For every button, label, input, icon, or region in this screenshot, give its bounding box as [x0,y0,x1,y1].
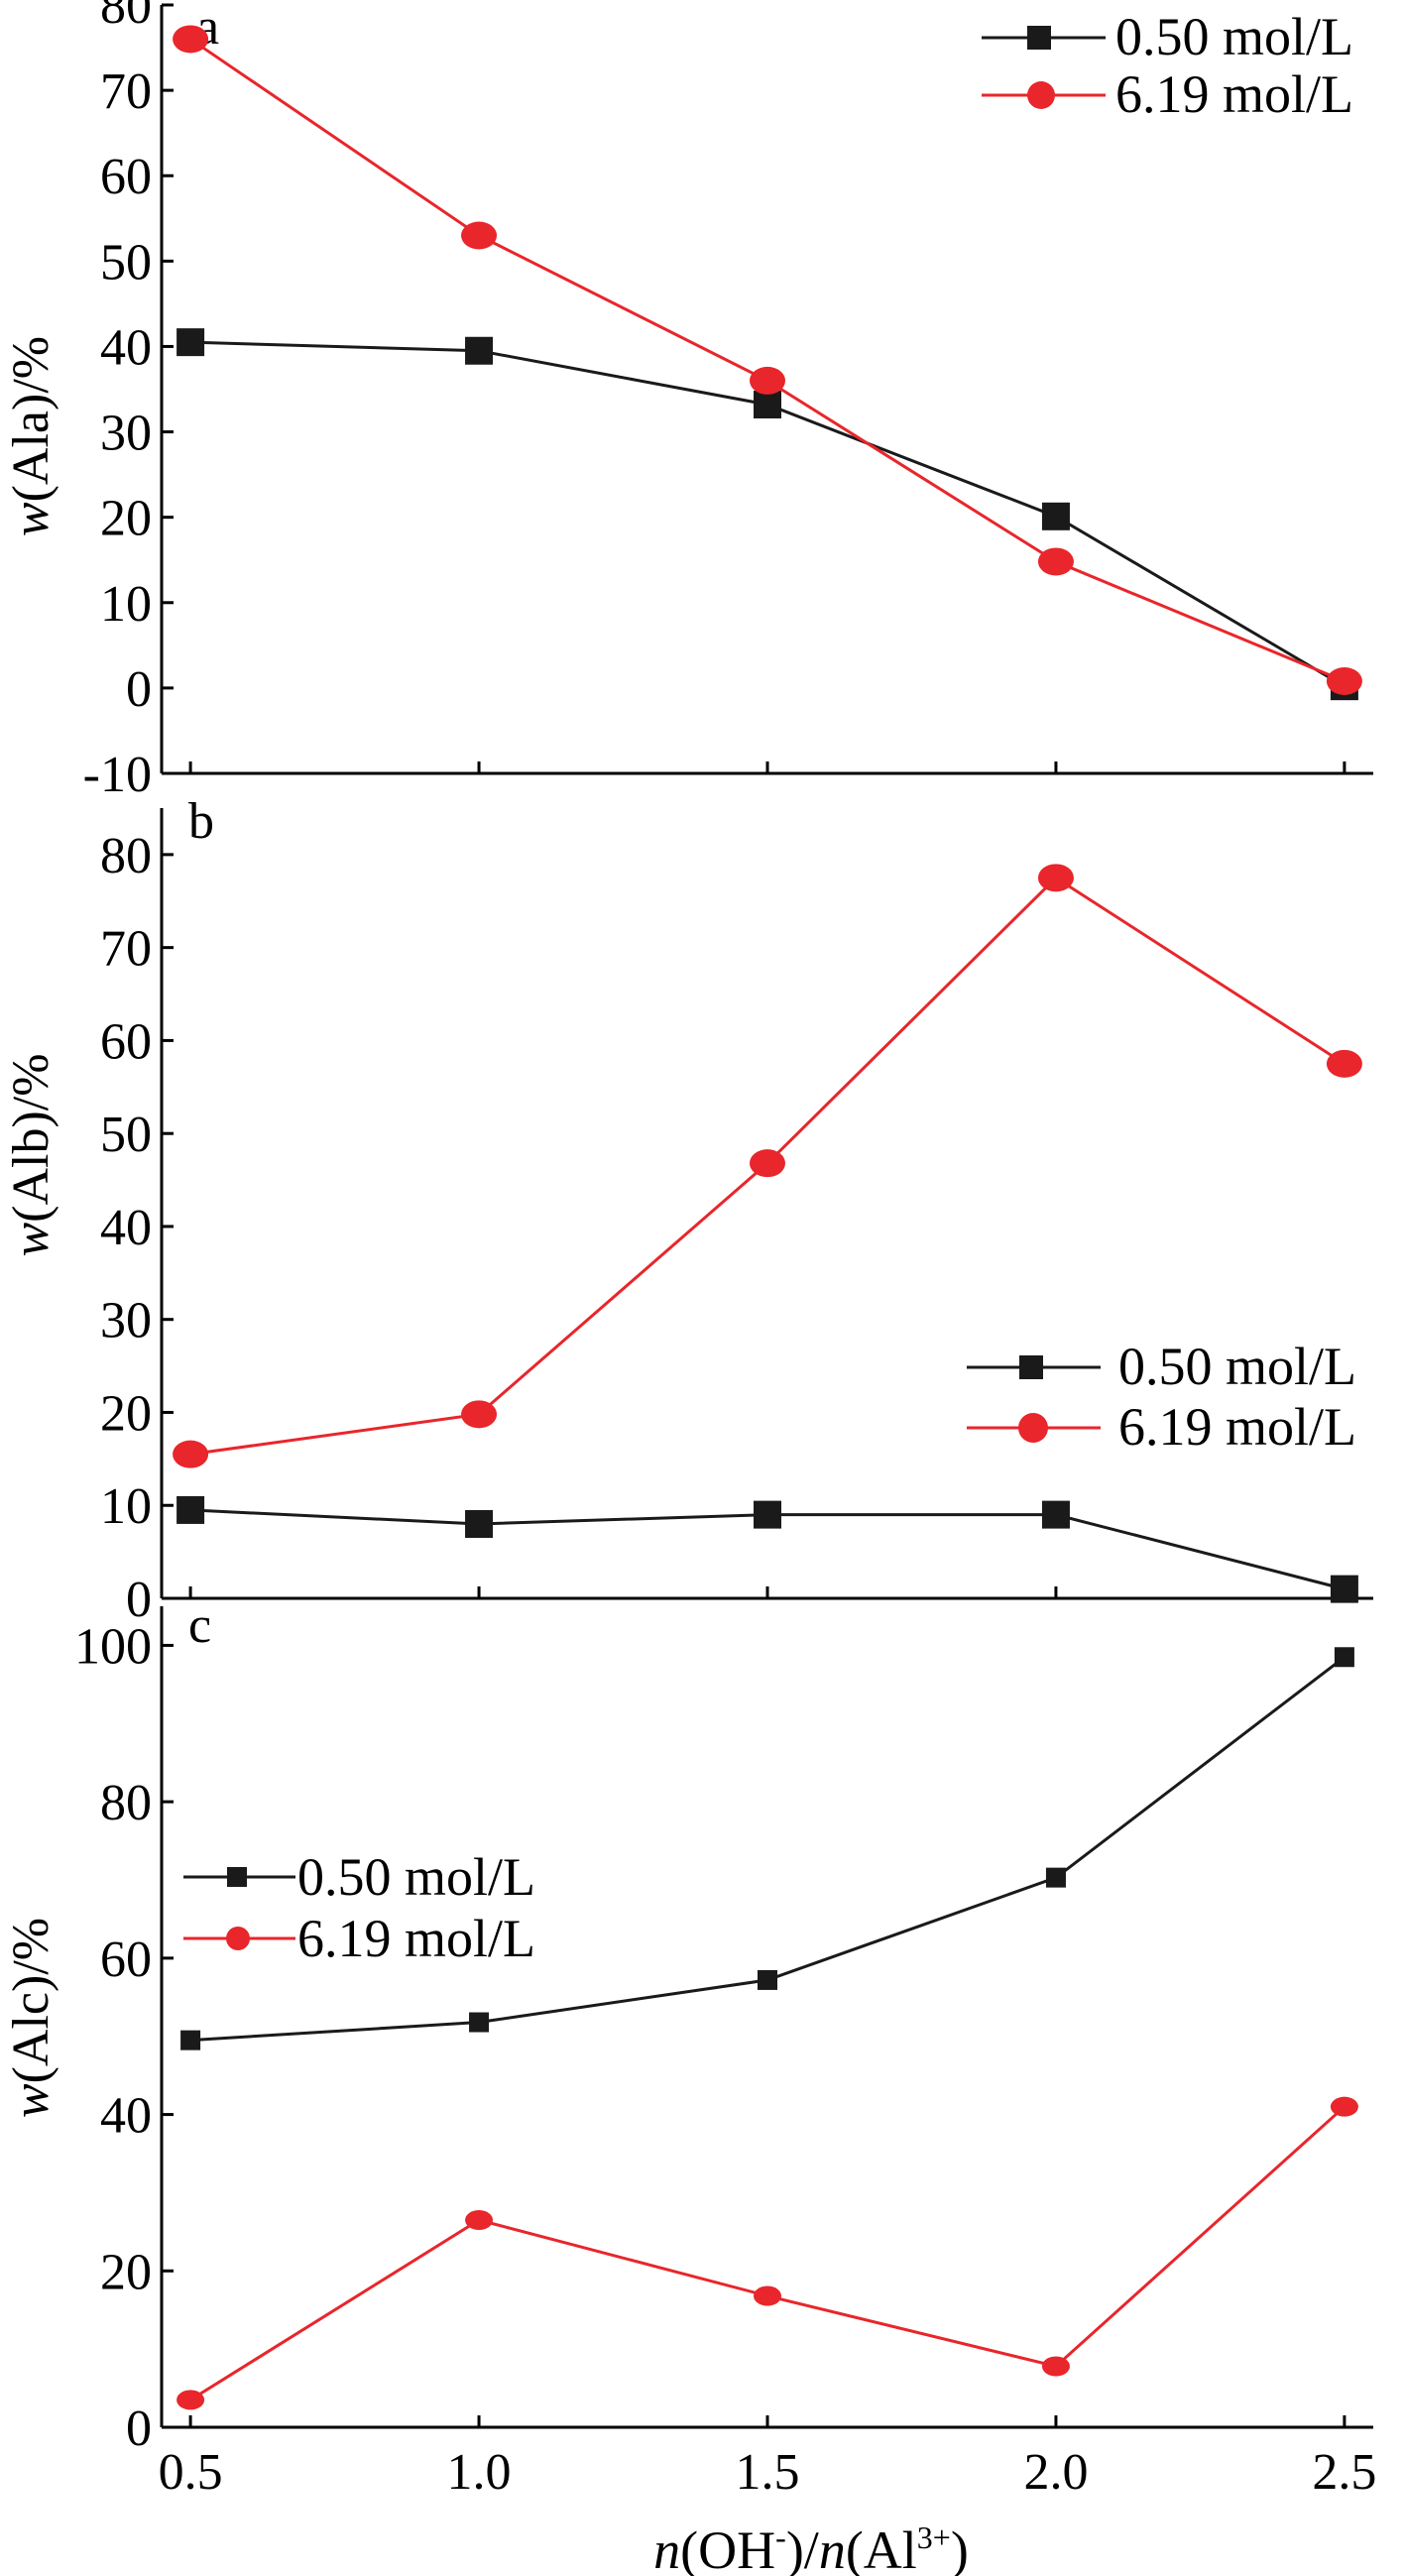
y-tick-label-c: 100 [74,1618,152,1675]
x-axis-label: n(OH-)/n(Al3+) [653,2519,969,2576]
data-point-b-0 [465,1509,494,1538]
panel-a: a w(Ala)/% 0.50 mol/L 6.19 mol/L -100102… [3,0,1373,803]
data-point-c-0 [180,2030,201,2050]
legend-label-b-0: 0.50 mol/L [1118,1337,1356,1396]
legend-label-c-1: 6.19 mol/L [297,1909,535,1968]
legend-marker-a-0 [1027,26,1051,50]
y-tick-label-a: 70 [100,63,152,120]
y-tick-label-a: 80 [100,0,152,35]
panel-label-b: b [188,793,214,850]
x-tick-label: 1.0 [447,2444,512,2501]
data-point-a-1 [173,25,209,54]
data-point-a-1 [1326,667,1362,695]
y-tick-label-a: 10 [100,576,152,633]
legend-label-b-1: 6.19 mol/L [1118,1397,1356,1457]
y-tick-label-c: 80 [100,1775,152,1831]
data-point-b-0 [1330,1575,1358,1603]
legend-marker-a-1 [1027,81,1055,109]
data-point-c-0 [758,1969,777,1990]
y-tick-label-c: 20 [100,2244,152,2300]
legend-label-a-1: 6.19 mol/L [1115,64,1353,124]
y-tick-label-a: 50 [100,234,152,291]
y-tick-label-b: 10 [100,1478,152,1535]
legend-a: 0.50 mol/L 6.19 mol/L [982,7,1353,124]
data-point-a-0 [1041,502,1070,530]
panel-c: c w(Alc)/% 0.50 mol/L 6.19 mol/L n(OH-)/… [3,1597,1376,2576]
legend-label-a-0: 0.50 mol/L [1115,7,1353,66]
y-tick-label-b: 20 [100,1385,152,1442]
data-point-c-0 [1334,1647,1354,1668]
data-point-a-0 [465,336,494,365]
data-point-b-1 [1326,1049,1362,1078]
data-point-b-0 [176,1495,205,1524]
data-point-b-0 [1041,1500,1070,1529]
data-point-a-0 [754,391,781,418]
data-point-c-1 [465,2210,494,2231]
data-point-b-1 [750,1149,785,1178]
y-axis-label-a: w(Ala)/% [3,336,59,536]
x-tick-label: 1.5 [736,2444,800,2501]
x-tick-label: 2.5 [1312,2444,1376,2501]
y-tick-label-a: -10 [83,747,152,803]
y-tick-label-c: 40 [100,2088,152,2145]
data-point-c-0 [1045,1867,1066,1888]
y-tick-label-a: 20 [100,491,152,547]
data-point-a-1 [461,221,498,250]
x-tick-label: 2.0 [1023,2444,1088,2501]
data-point-b-1 [173,1440,209,1468]
y-tick-label-b: 70 [100,921,152,978]
y-axis-label-c: w(Alc)/% [3,1918,59,2118]
data-point-c-1 [1330,2096,1358,2117]
x-tick-label: 0.5 [159,2444,223,2501]
y-tick-label-b: 40 [100,1200,152,1256]
panel-b: b w(Alb)/% 0.50 mol/L 6.19 mol/L 0 10 20 30… [3,793,1373,1628]
data-point-b-0 [754,1500,781,1529]
y-tick-label-b: 50 [100,1107,152,1163]
data-point-a-1 [750,366,785,395]
y-tick-label-a: 30 [100,406,152,462]
y-tick-label-c: 60 [100,1932,152,1988]
y-tick-label-a: 40 [100,319,152,376]
y-tick-label-a: 0 [126,661,152,718]
legend-marker-c-0 [227,1867,247,1887]
data-point-c-1 [1041,2356,1070,2377]
y-tick-label-a: 60 [100,149,152,205]
legend-marker-b-1 [1018,1413,1048,1443]
legend-b: 0.50 mol/L 6.19 mol/L [967,1337,1356,1457]
y-tick-label-c: 0 [126,2400,152,2457]
y-tick-label-b: 60 [100,1013,152,1070]
panel-label-c: c [188,1597,211,1654]
y-tick-label-b: 30 [100,1293,152,1349]
data-point-c-1 [176,2390,205,2410]
y-tick-label-b: 80 [100,828,152,884]
data-point-b-1 [1037,864,1074,892]
y-axis-label-b: w(Alb)/% [3,1053,59,1256]
legend-marker-b-0 [1019,1355,1043,1379]
data-point-c-1 [754,2285,781,2306]
y-tick-label-b: 0 [126,1572,152,1628]
series-line-c-1 [189,2105,1346,2401]
data-point-a-0 [176,328,205,357]
legend-c: 0.50 mol/L 6.19 mol/L [183,1847,535,1968]
data-point-c-0 [469,2012,490,2033]
data-point-b-1 [461,1400,498,1429]
legend-label-c-0: 0.50 mol/L [297,1847,535,1907]
data-point-a-1 [1037,547,1074,576]
legend-marker-c-1 [226,1927,250,1950]
